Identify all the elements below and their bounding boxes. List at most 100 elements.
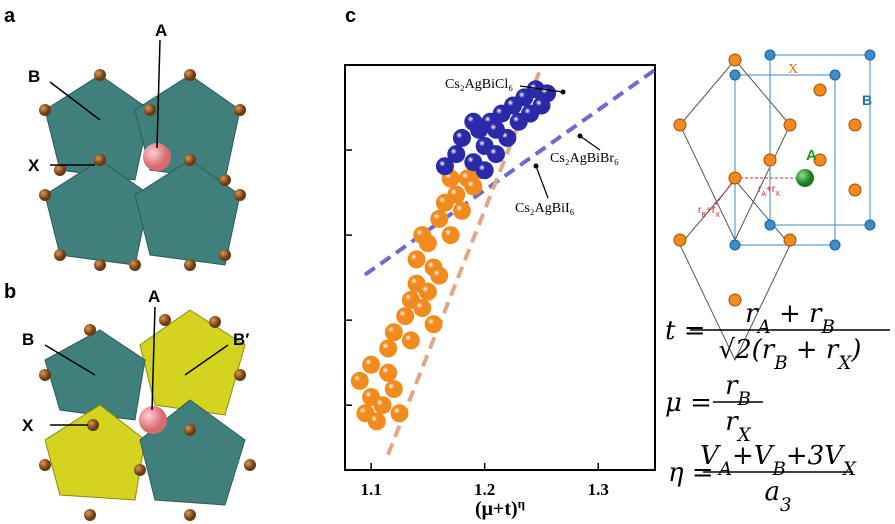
formula-part: +r: [706, 205, 716, 216]
point: [487, 145, 506, 164]
formula-part: + r: [771, 299, 823, 329]
formula-part: √2(r: [719, 335, 776, 365]
formula-part: r: [725, 371, 739, 401]
formula-part: a: [764, 477, 780, 507]
formula-part: +3V: [786, 441, 845, 471]
point: [538, 84, 557, 103]
formula-part: X: [841, 459, 857, 480]
fit-line: [363, 68, 657, 277]
point: [435, 157, 454, 176]
site-label: A: [148, 287, 160, 306]
point: [441, 226, 460, 245]
point: [430, 209, 449, 228]
site-label: A: [155, 21, 167, 40]
panel-label: a: [4, 5, 16, 27]
structure-a: [39, 39, 246, 271]
distance-label: rB+rX: [698, 205, 720, 219]
point: [452, 201, 471, 220]
formula-part: X: [715, 212, 720, 219]
formula-lhs: η =: [668, 458, 714, 488]
point: [447, 185, 466, 204]
point: [367, 412, 386, 431]
site-label: B: [28, 67, 40, 86]
point: [464, 177, 483, 196]
distance-label: rA+rX: [758, 184, 780, 198]
site-label: B′: [233, 330, 249, 349]
formula-part: X: [836, 353, 852, 374]
point: [464, 112, 483, 131]
x-axis-label-sup: η: [518, 496, 525, 511]
x-tick-label: 1.1: [360, 480, 381, 499]
formula-part: A: [756, 317, 771, 338]
formula-part: 3: [780, 495, 792, 516]
formula-part: r: [725, 407, 739, 437]
point: [430, 266, 449, 285]
annotation-arrowhead: [577, 133, 583, 139]
chart: 1.1 1.2 1.3 (μ+t)η Cs₂AgBiCl₆ Cs₂AgBiBr₆ Cs₂Ag…: [344, 64, 657, 521]
point: [396, 307, 415, 326]
formula-numerator: rA + rB: [745, 299, 835, 338]
formula-part: r: [745, 299, 759, 329]
point: [384, 380, 403, 398]
point: [475, 161, 494, 180]
annotation: Cs₂AgBiCl₆: [445, 77, 513, 92]
point: [487, 120, 506, 139]
formula-part: B: [772, 459, 786, 480]
formula-part: + r: [788, 335, 840, 365]
structure-b: [39, 306, 256, 521]
annotation-arrow: [519, 85, 564, 93]
formula-part: A: [717, 459, 732, 480]
annotation: Cs₂AgBiBr₆: [550, 151, 619, 166]
formula-denominator: rX: [725, 407, 751, 446]
point: [452, 128, 471, 147]
formula-part: B: [820, 317, 834, 338]
point: [413, 226, 432, 245]
point: [362, 355, 381, 374]
annotation-arrow: [535, 165, 549, 199]
annotation-arrowhead: [560, 89, 566, 95]
formula-part: B: [701, 212, 706, 219]
site-label: X: [22, 416, 34, 435]
point: [407, 250, 426, 269]
point: [401, 331, 420, 350]
x-axis-label-main: (μ+t): [475, 498, 518, 520]
point: [379, 339, 398, 358]
formula-part: A: [761, 191, 766, 198]
formula-part: X: [775, 191, 780, 198]
panel-label: c: [345, 5, 356, 27]
formula-part: +r: [766, 184, 776, 195]
formula-denominator: a3: [764, 477, 791, 516]
formula-part: B: [773, 353, 787, 374]
annotation: Cs₂AgBiI₆: [515, 201, 575, 216]
site-label: B: [22, 330, 34, 349]
x-axis-label: (μ+t)η: [475, 496, 525, 521]
point: [447, 145, 466, 164]
plot-frame: [344, 64, 656, 471]
annotation-arrowhead: [533, 163, 539, 169]
formula-part: B: [737, 389, 751, 410]
point: [384, 323, 403, 342]
panel-label: b: [4, 281, 16, 303]
formula-part: X: [736, 425, 752, 446]
formula-denominator: √2(rB + rX): [719, 335, 862, 374]
site-label: B: [862, 92, 872, 108]
site-label: X: [28, 156, 40, 175]
formula-part: ): [850, 335, 861, 365]
formula-lhs: μ =: [665, 388, 712, 418]
formula-part: V: [700, 441, 721, 471]
x-tick-label: 1.3: [588, 480, 609, 499]
point: [418, 282, 437, 301]
formula-lhs: t =: [665, 316, 706, 346]
formula-part: r: [698, 205, 702, 216]
formula-part: +V: [732, 441, 775, 471]
site-label: X: [788, 62, 798, 77]
point: [424, 315, 443, 334]
formula-numerator: rB: [725, 371, 751, 410]
point: [379, 363, 398, 382]
cube-diagram: [673, 49, 876, 362]
point: [373, 396, 392, 415]
site-label: A: [806, 147, 817, 164]
x-tick-label: 1.2: [474, 480, 495, 499]
point: [390, 404, 409, 423]
